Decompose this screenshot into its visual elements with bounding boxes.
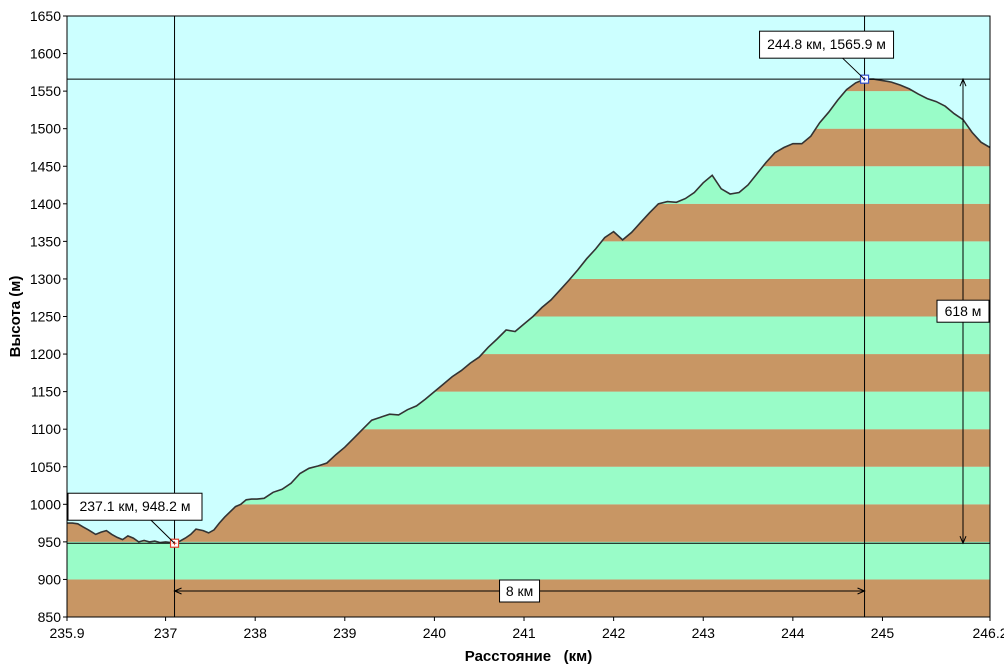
x-tick-label: 244 — [781, 625, 805, 641]
vertical-span-label: 618 м — [945, 303, 982, 319]
y-tick-label: 850 — [38, 609, 62, 625]
callout-label: 237.1 км, 948.2 м — [79, 498, 190, 514]
y-tick-label: 1150 — [31, 384, 61, 400]
x-tick-label: 245 — [871, 625, 895, 641]
callout-leader — [842, 57, 865, 80]
y-tick-label: 1450 — [30, 158, 61, 174]
y-tick-label: 1650 — [30, 8, 61, 24]
vertical-span-label-box — [936, 299, 990, 323]
callout-label: 244.8 км, 1565.9 м — [767, 36, 886, 52]
y-tick-label: 950 — [38, 534, 62, 550]
x-tick-label: 243 — [692, 625, 716, 641]
x-tick-label: 238 — [244, 625, 268, 641]
y-tick-label: 900 — [38, 571, 62, 587]
y-axis-title: Высота (м) — [7, 276, 24, 358]
x-tick-label: 242 — [602, 625, 626, 641]
y-tick-label: 1350 — [30, 233, 61, 249]
horizontal-span-arrow-right — [857, 587, 866, 595]
point-marker-cross — [862, 77, 867, 82]
horizontal-span-arrow-left — [173, 587, 182, 595]
elevation-band — [67, 541, 990, 580]
x-axis-ticks: 235.9 237 238 239 240 241 242 243 244 245 246.2 — [49, 617, 1004, 641]
y-axis-ticks: 850 900 950 1000 1050 1100 1150 1200 1250 1300 135… — [30, 8, 67, 625]
x-tick-label: 246.2 — [972, 625, 1004, 641]
y-tick-label: 1550 — [30, 83, 61, 99]
horizontal-span-label: 8 км — [506, 583, 533, 599]
y-tick-label: 1400 — [30, 196, 61, 212]
x-axis-title: Расстояние (км) — [465, 648, 592, 665]
x-tick-label: 240 — [423, 625, 447, 641]
callout-box — [67, 492, 203, 521]
x-tick-label: 235.9 — [49, 625, 84, 641]
x-tick-label: 237 — [154, 625, 178, 641]
horizontal-span-label-box — [499, 579, 541, 603]
y-tick-label: 1000 — [30, 496, 61, 512]
x-tick-label: 239 — [333, 625, 357, 641]
y-tick-label: 1250 — [30, 309, 61, 325]
y-tick-label: 1200 — [30, 346, 61, 362]
measurement-spans: 8 км 618 м — [173, 77, 990, 603]
callout-box — [759, 30, 895, 59]
point-markers: 237.1 км, 948.2 м 244.8 км, 1565.9 м — [67, 30, 895, 548]
y-tick-label: 1100 — [31, 421, 61, 437]
y-tick-label: 1050 — [30, 459, 61, 475]
x-tick-label: 241 — [512, 625, 536, 641]
vertical-span-arrow-bottom — [959, 536, 967, 545]
y-tick-label: 1600 — [30, 46, 61, 62]
y-tick-label: 1300 — [30, 271, 61, 287]
callout-leader — [150, 519, 175, 544]
y-tick-label: 1500 — [30, 121, 61, 137]
vertical-span-arrow-top — [959, 77, 967, 87]
